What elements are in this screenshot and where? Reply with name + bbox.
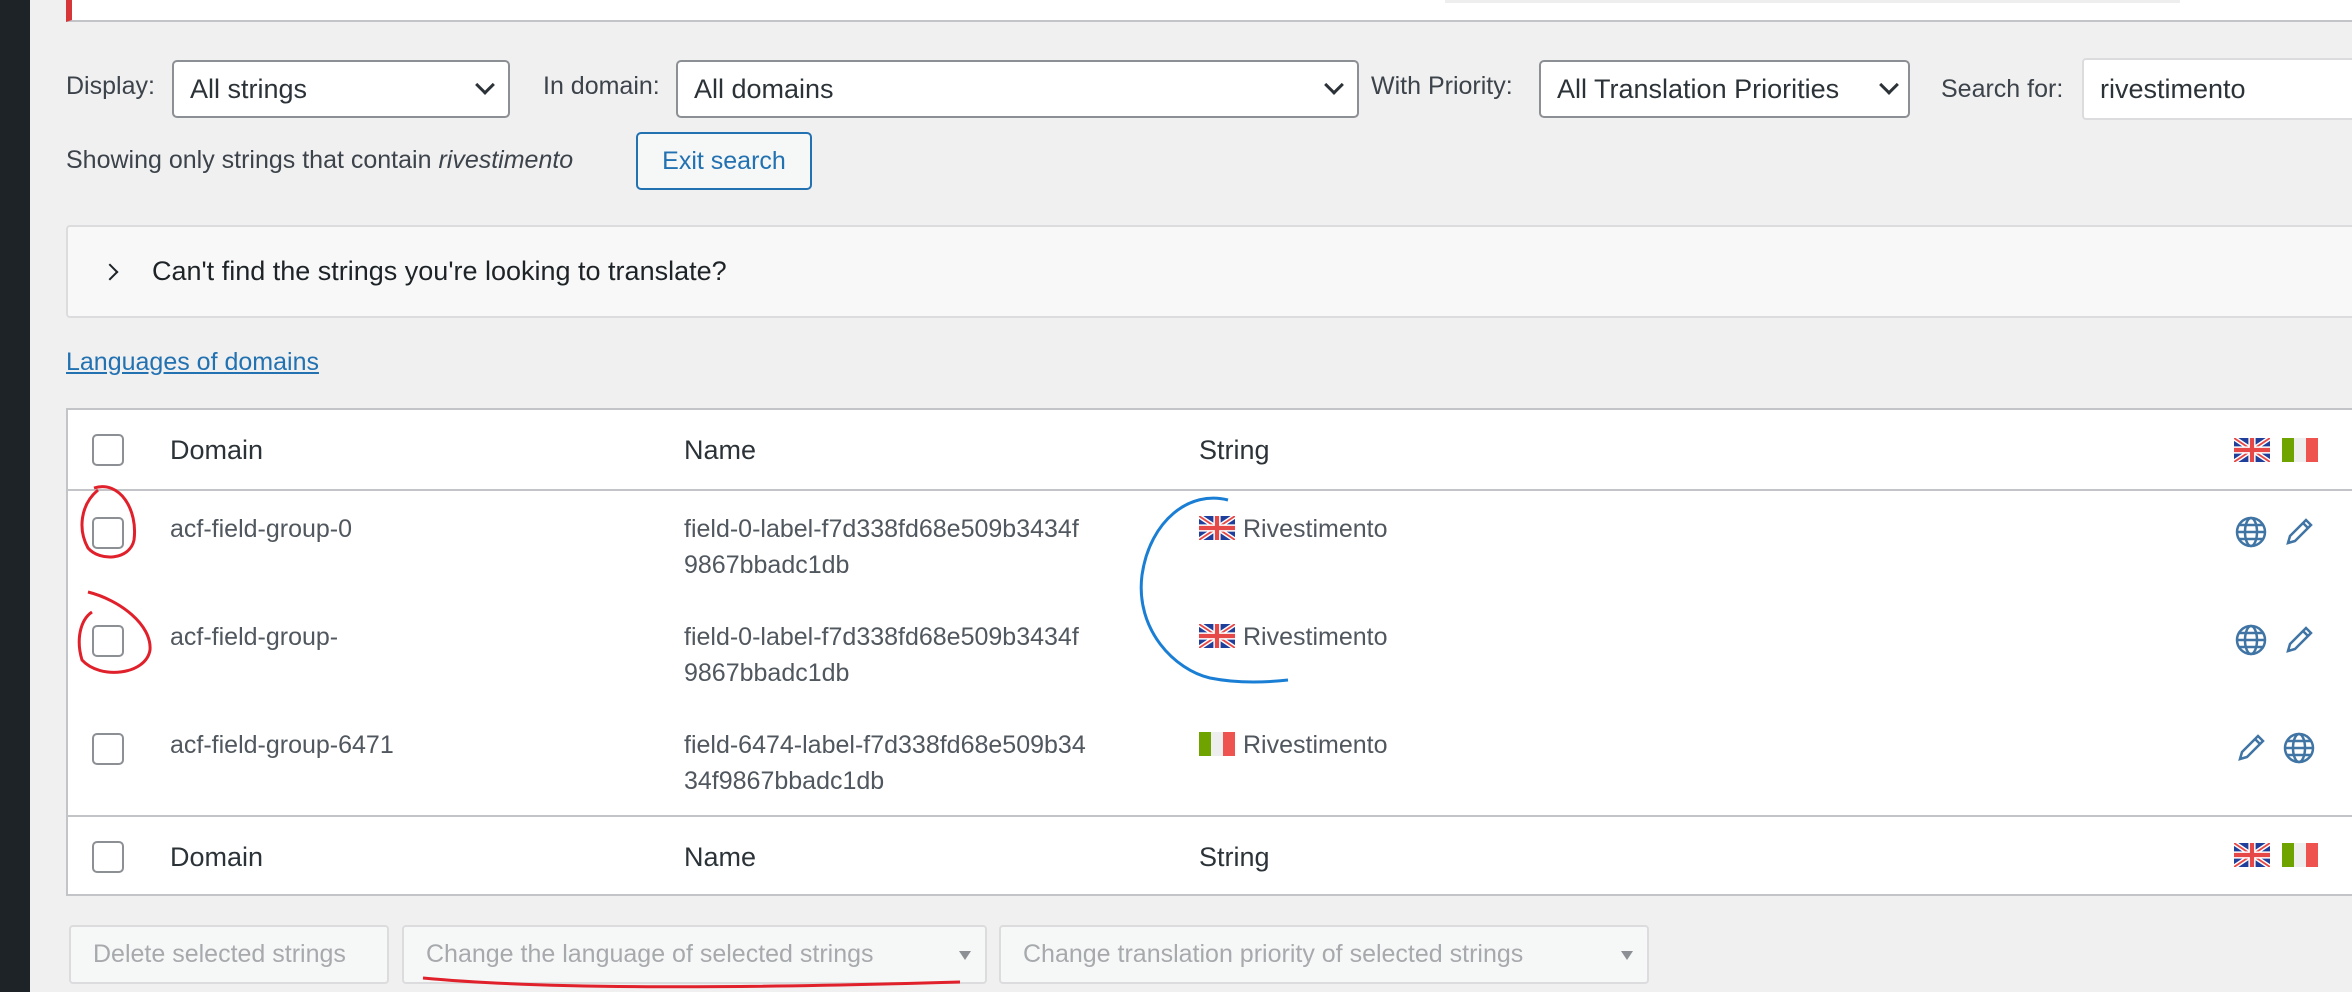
change-language-select[interactable]: Change the language of selected strings bbox=[402, 925, 987, 984]
table-footer: Domain Name String bbox=[68, 815, 2352, 896]
table-row: acf-field-group-0 field-0-label-f7d338fd… bbox=[68, 491, 2352, 599]
italy-flag-icon bbox=[2282, 843, 2318, 867]
row-domain: acf-field-group-6471 bbox=[170, 731, 394, 759]
row-name: field-0-label-f7d338fd68e509b3434f 9867bb… bbox=[684, 619, 1079, 691]
chevron-down-icon bbox=[1879, 75, 1899, 95]
column-domain-footer[interactable]: Domain bbox=[170, 842, 264, 872]
row-domain: acf-field-group- bbox=[170, 623, 339, 651]
help-panel-label: Can't find the strings you're looking to… bbox=[152, 256, 727, 286]
select-all-checkbox[interactable] bbox=[92, 434, 124, 466]
notice-field bbox=[1445, 0, 2180, 3]
column-name[interactable]: Name bbox=[684, 435, 757, 465]
table-header: Domain Name String bbox=[68, 410, 2352, 491]
priority-select[interactable]: All Translation Priorities bbox=[1539, 60, 1910, 118]
priority-select-value: All Translation Priorities bbox=[1557, 73, 1840, 104]
row-name: field-0-label-f7d338fd68e509b3434f 9867bb… bbox=[684, 511, 1079, 583]
search-status-text: Showing only strings that contain bbox=[66, 146, 439, 174]
caret-down-icon bbox=[959, 951, 971, 960]
display-select[interactable]: All strings bbox=[172, 60, 510, 118]
italy-flag-icon bbox=[2282, 438, 2318, 462]
row-string-text: Rivestimento bbox=[1243, 515, 1388, 543]
column-name-footer[interactable]: Name bbox=[684, 842, 757, 872]
domain-label: In domain: bbox=[543, 72, 660, 100]
row-string: Rivestimento bbox=[1199, 511, 1388, 547]
chevron-down-icon bbox=[1324, 75, 1344, 95]
change-language-label: Change the language of selected strings bbox=[426, 940, 874, 968]
pencil-icon[interactable] bbox=[2282, 623, 2316, 657]
row-domain: acf-field-group-0 bbox=[170, 515, 353, 543]
column-string-footer[interactable]: String bbox=[1199, 842, 1270, 872]
exit-search-button[interactable]: Exit search bbox=[636, 132, 812, 190]
row-string: Rivestimento bbox=[1199, 619, 1388, 655]
select-all-checkbox-footer[interactable] bbox=[92, 841, 124, 873]
table-row: acf-field-group-6471 field-6474-label-f7… bbox=[68, 707, 2352, 815]
chevron-right-icon bbox=[101, 263, 119, 280]
row-string-text: Rivestimento bbox=[1243, 731, 1388, 759]
admin-sidebar bbox=[0, 0, 30, 992]
row-name-line: field-0-label-f7d338fd68e509b3434f bbox=[684, 515, 1079, 543]
strings-table: Domain Name String acf-field-group-0 fie… bbox=[66, 408, 2352, 896]
row-checkbox[interactable] bbox=[92, 517, 124, 549]
column-domain[interactable]: Domain bbox=[170, 435, 264, 465]
uk-flag-icon bbox=[1199, 516, 1235, 540]
uk-flag-icon bbox=[2234, 438, 2270, 462]
row-name-line: 9867bbadc1db bbox=[684, 659, 850, 687]
search-term: rivestimento bbox=[438, 146, 574, 174]
caret-down-icon bbox=[1621, 951, 1633, 960]
delete-selected-button[interactable]: Delete selected strings bbox=[69, 925, 389, 984]
pencil-icon[interactable] bbox=[2234, 731, 2268, 765]
display-select-value: All strings bbox=[190, 73, 308, 104]
display-label: Display: bbox=[66, 72, 155, 100]
search-label: Search for: bbox=[1941, 75, 2064, 103]
row-name-line: 9867bbadc1db bbox=[684, 551, 850, 579]
row-name-line: 34f9867bbadc1db bbox=[684, 767, 885, 795]
row-string: Rivestimento bbox=[1199, 727, 1388, 763]
domain-select[interactable]: All domains bbox=[676, 60, 1359, 118]
row-name-line: field-6474-label-f7d338fd68e509b34 bbox=[684, 731, 1086, 759]
row-checkbox[interactable] bbox=[92, 625, 124, 657]
search-input[interactable]: rivestimento bbox=[2082, 58, 2352, 120]
domain-select-value: All domains bbox=[694, 73, 834, 104]
delete-selected-label: Delete selected strings bbox=[93, 940, 346, 968]
table-row: acf-field-group- field-0-label-f7d338fd6… bbox=[68, 599, 2352, 707]
pencil-icon[interactable] bbox=[2282, 515, 2316, 549]
row-checkbox[interactable] bbox=[92, 733, 124, 765]
row-name-line: field-0-label-f7d338fd68e509b3434f bbox=[684, 623, 1079, 651]
change-priority-select[interactable]: Change translation priority of selected … bbox=[999, 925, 1649, 984]
change-priority-label: Change translation priority of selected … bbox=[1023, 940, 1524, 968]
uk-flag-icon bbox=[2234, 843, 2270, 867]
search-input-value: rivestimento bbox=[2100, 73, 2246, 104]
globe-icon[interactable] bbox=[2234, 623, 2268, 657]
globe-icon[interactable] bbox=[2234, 515, 2268, 549]
search-status: Showing only strings that contain rivest… bbox=[66, 146, 573, 175]
row-string-text: Rivestimento bbox=[1243, 623, 1388, 651]
row-name: field-6474-label-f7d338fd68e509b34 34f986… bbox=[684, 727, 1086, 799]
languages-of-domains-link[interactable]: Languages of domains bbox=[66, 348, 319, 376]
uk-flag-icon bbox=[1199, 624, 1235, 648]
help-panel-toggle[interactable]: Can't find the strings you're looking to… bbox=[66, 225, 2352, 318]
italy-flag-icon bbox=[1199, 732, 1235, 756]
admin-notice bbox=[66, 0, 2352, 22]
chevron-down-icon bbox=[475, 75, 495, 95]
column-string[interactable]: String bbox=[1199, 435, 1270, 465]
priority-label: With Priority: bbox=[1371, 72, 1513, 100]
globe-icon[interactable] bbox=[2282, 731, 2316, 765]
